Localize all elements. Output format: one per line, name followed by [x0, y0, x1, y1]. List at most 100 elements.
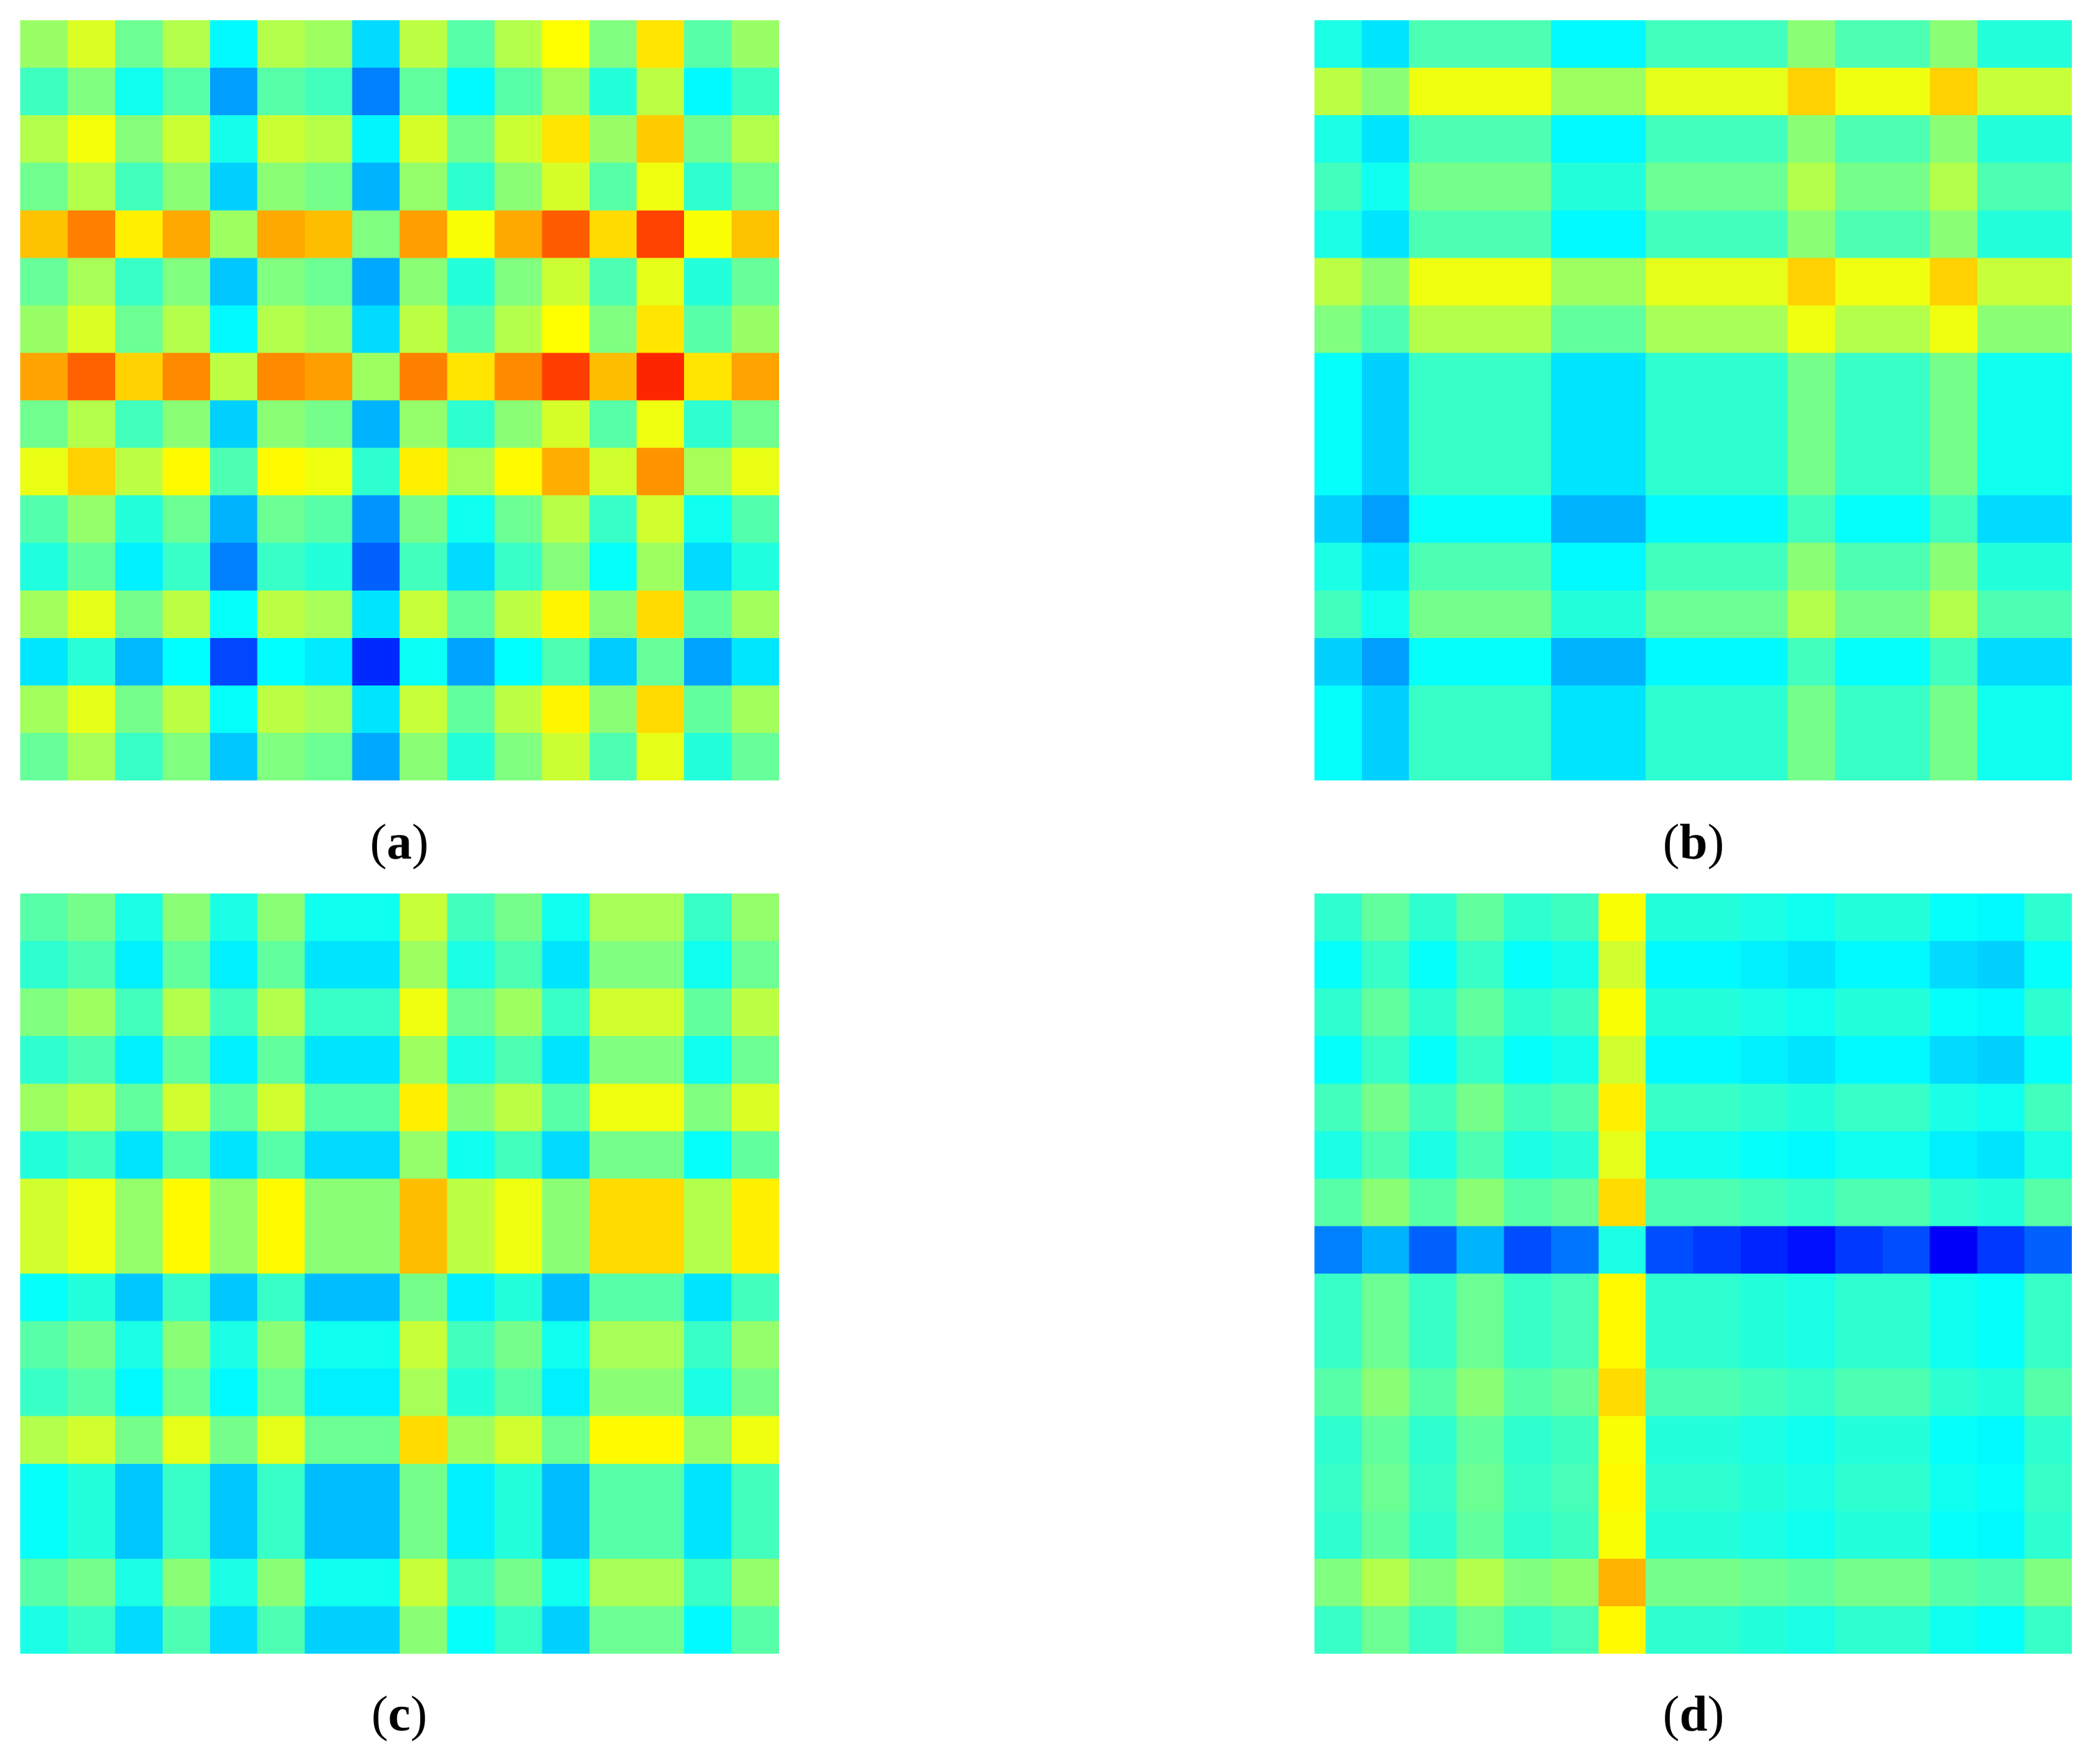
heatmap-cell: [1504, 1416, 1552, 1465]
heatmap-cell: [399, 637, 448, 686]
heatmap-cell: [1693, 163, 1741, 211]
heatmap-cell: [209, 115, 258, 163]
heatmap-cell: [352, 353, 401, 401]
heatmap-cell: [1835, 1606, 1883, 1654]
heatmap-cell: [1693, 353, 1741, 401]
heatmap-cell: [1645, 941, 1694, 989]
heatmap-cell: [1740, 163, 1788, 211]
heatmap-cell: [637, 1463, 685, 1512]
heatmap-cell: [162, 1036, 211, 1084]
heatmap-cell: [542, 590, 590, 639]
heatmap-cell: [684, 1083, 732, 1132]
heatmap-cell: [2024, 894, 2072, 942]
heatmap-cell: [304, 941, 353, 989]
heatmap-cell: [20, 68, 68, 116]
heatmap-cell: [257, 1226, 306, 1275]
heatmap-cell: [1314, 115, 1363, 163]
heatmap-cell: [1361, 988, 1410, 1037]
heatmap-cell: [162, 210, 211, 258]
heatmap-cell: [732, 1368, 779, 1417]
heatmap-cell: [1598, 447, 1647, 496]
heatmap-cell: [1504, 590, 1552, 639]
heatmap-cell: [684, 353, 732, 401]
heatmap-cell: [1314, 1226, 1363, 1275]
heatmap-cell: [67, 988, 116, 1037]
heatmap-cell: [1788, 685, 1836, 734]
heatmap-cell: [352, 20, 401, 68]
heatmap-cell: [1882, 1321, 1931, 1370]
heatmap-cell: [1456, 637, 1504, 686]
heatmap-cell: [589, 732, 637, 780]
heatmap-cell: [1977, 1036, 2025, 1084]
heatmap-cell: [684, 305, 732, 354]
heatmap-cell: [20, 1036, 68, 1084]
heatmap-cell: [1788, 1178, 1836, 1227]
heatmap-cell: [1693, 732, 1741, 780]
heatmap-cell: [1882, 1273, 1931, 1322]
heatmap-cell: [399, 941, 448, 989]
heatmap-cell: [1361, 1463, 1410, 1512]
heatmap-cell: [1977, 210, 2025, 258]
heatmap-cell: [1361, 305, 1410, 354]
heatmap-cell: [1504, 542, 1552, 591]
heatmap-cell: [1551, 685, 1599, 734]
heatmap-cell: [637, 1131, 685, 1179]
heatmap-cell: [1645, 68, 1694, 116]
heatmap-cell: [1598, 1368, 1647, 1417]
heatmap-cell: [1835, 1273, 1883, 1322]
heatmap-cell: [1882, 685, 1931, 734]
heatmap-cell: [732, 1036, 779, 1084]
heatmap-cell: [589, 1036, 637, 1084]
heatmap-cell: [1740, 941, 1788, 989]
heatmap-cell: [1645, 1368, 1694, 1417]
heatmap-cell: [1693, 988, 1741, 1037]
heatmap-cell: [1645, 732, 1694, 780]
heatmap-cell: [1788, 1273, 1836, 1322]
heatmap-cell: [447, 1321, 495, 1370]
heatmap-cell: [1504, 163, 1552, 211]
heatmap-cell: [1314, 1178, 1363, 1227]
heatmap-cell: [162, 1178, 211, 1227]
heatmap-cell: [257, 447, 306, 496]
heatmap-cell: [637, 1606, 685, 1654]
heatmap-cell: [732, 1463, 779, 1512]
heatmap-cell: [637, 163, 685, 211]
heatmap-cell: [1929, 210, 1978, 258]
heatmap-cell: [1882, 1368, 1931, 1417]
heatmap-cell: [1504, 1511, 1552, 1559]
heatmap-cell: [637, 1511, 685, 1559]
heatmap-cell: [304, 1226, 353, 1275]
heatmap-cell: [447, 988, 495, 1037]
heatmap-cell: [114, 68, 163, 116]
heatmap-cell: [1361, 1178, 1410, 1227]
heatmap-cell: [637, 447, 685, 496]
heatmap-cell: [67, 400, 116, 449]
heatmap-cell: [114, 1511, 163, 1559]
heatmap-cell: [1361, 400, 1410, 449]
heatmap-cell: [1314, 590, 1363, 639]
heatmap-cell: [399, 988, 448, 1037]
heatmap-cell: [1740, 210, 1788, 258]
heatmap-cell: [1361, 1368, 1410, 1417]
heatmap-c: [20, 894, 779, 1654]
heatmap-cell: [589, 1368, 637, 1417]
heatmap-cell: [1361, 210, 1410, 258]
heatmap-cell: [1835, 400, 1883, 449]
heatmap-cell: [1504, 1036, 1552, 1084]
heatmap-cell: [684, 1558, 732, 1607]
heatmap-cell: [20, 1463, 68, 1512]
heatmap-cell: [209, 685, 258, 734]
heatmap-cell: [589, 400, 637, 449]
heatmap-cell: [542, 400, 590, 449]
heatmap-cell: [114, 447, 163, 496]
heatmap-cell: [304, 1606, 353, 1654]
heatmap-cell: [1929, 1463, 1978, 1512]
heatmap-cell: [1740, 685, 1788, 734]
heatmap-cell: [67, 1416, 116, 1465]
caption-letter: a: [387, 814, 412, 870]
heatmap-cell: [114, 1083, 163, 1132]
heatmap-cell: [1929, 1606, 1978, 1654]
heatmap-cell: [1645, 1226, 1694, 1275]
heatmap-cell: [1551, 590, 1599, 639]
heatmap-cell: [542, 1368, 590, 1417]
